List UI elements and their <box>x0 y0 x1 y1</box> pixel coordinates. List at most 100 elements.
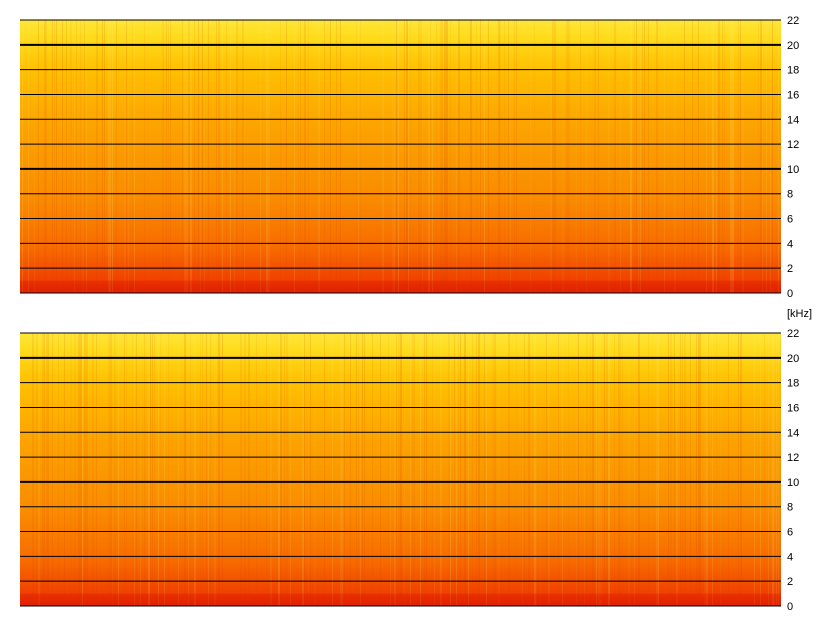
texture-stripe <box>604 333 605 606</box>
texture-stripe <box>528 333 530 606</box>
texture-stripe <box>722 20 723 293</box>
texture-stripe <box>428 20 430 293</box>
texture-stripe <box>476 20 477 293</box>
texture-stripe <box>190 20 192 293</box>
tick-label-20: 20 <box>787 353 799 365</box>
texture-stripe <box>360 333 361 606</box>
texture-stripe <box>74 20 75 293</box>
texture-stripe <box>404 20 405 293</box>
texture-stripe <box>704 333 706 606</box>
texture-stripe <box>222 333 223 606</box>
texture-stripe <box>126 20 127 293</box>
texture-stripe <box>154 333 155 606</box>
texture-stripe <box>102 20 103 293</box>
texture-stripe <box>34 20 35 293</box>
texture-stripe <box>118 333 119 606</box>
texture-stripe <box>356 20 357 293</box>
texture-stripe <box>240 333 242 606</box>
texture-stripe <box>516 20 517 293</box>
texture-stripe <box>70 20 72 293</box>
texture-stripe <box>330 20 331 293</box>
texture-stripe <box>732 20 734 293</box>
texture-stripe <box>152 333 153 606</box>
texture-stripe <box>684 20 685 293</box>
texture-stripe <box>484 20 485 293</box>
texture-stripe <box>166 20 167 293</box>
texture-stripe <box>412 333 414 606</box>
texture-stripe <box>168 20 169 293</box>
tick-label-6: 6 <box>787 214 793 226</box>
texture-stripe <box>186 20 188 293</box>
texture-stripe <box>336 20 337 293</box>
texture-stripe <box>772 20 773 293</box>
frequency-gridlines-bottom <box>20 332 781 607</box>
texture-stripe <box>80 20 81 293</box>
spectrogram-panel-top: 0 2 4 6 8 10 12 14 16 18 20 22 <box>20 15 799 300</box>
texture-stripe <box>562 333 563 606</box>
texture-stripe <box>164 333 165 606</box>
texture-stripe <box>382 20 384 293</box>
texture-stripe <box>298 20 299 293</box>
texture-stripe <box>226 20 227 293</box>
texture-stripe <box>260 20 261 293</box>
texture-stripe <box>670 333 672 606</box>
spectral-texture-top <box>20 20 781 293</box>
texture-stripe <box>440 20 442 293</box>
texture-stripe <box>644 20 645 293</box>
texture-stripe <box>52 20 53 293</box>
texture-stripe <box>160 333 161 606</box>
texture-stripe <box>194 333 196 606</box>
texture-stripe <box>394 20 395 293</box>
texture-stripe <box>362 333 363 606</box>
texture-stripe <box>314 333 316 606</box>
texture-stripe <box>236 20 238 293</box>
texture-stripe <box>444 20 446 293</box>
texture-stripe <box>404 333 405 606</box>
texture-stripe <box>200 333 201 606</box>
texture-stripe <box>162 20 164 293</box>
texture-stripe <box>680 333 681 606</box>
texture-stripe <box>620 20 621 293</box>
tick-label-18: 18 <box>787 378 799 390</box>
texture-stripe <box>598 20 599 293</box>
texture-stripe <box>194 20 195 293</box>
texture-stripe <box>112 20 113 293</box>
texture-stripe <box>576 333 577 606</box>
texture-stripe <box>150 333 151 606</box>
texture-stripe <box>310 333 311 606</box>
texture-stripe <box>534 333 536 606</box>
texture-stripe <box>216 20 217 293</box>
texture-stripe <box>280 333 282 606</box>
texture-stripe <box>508 20 509 293</box>
texture-stripe <box>590 333 591 606</box>
texture-stripe <box>74 333 76 606</box>
texture-stripe <box>778 20 779 293</box>
texture-stripe <box>132 333 133 606</box>
texture-stripe <box>394 333 396 606</box>
texture-stripe <box>658 333 659 606</box>
texture-stripe <box>182 20 183 293</box>
texture-stripe <box>608 20 610 293</box>
texture-stripe <box>108 20 110 293</box>
texture-stripe <box>398 20 399 293</box>
texture-stripe <box>760 333 761 606</box>
texture-stripe <box>596 333 597 606</box>
texture-stripe <box>620 333 621 606</box>
texture-stripe <box>432 20 433 293</box>
tick-label-0: 0 <box>787 288 793 300</box>
tick-label-2: 2 <box>787 263 793 275</box>
tick-label-8: 8 <box>787 502 793 514</box>
texture-stripe <box>664 20 665 293</box>
tick-label-8: 8 <box>787 189 793 201</box>
tick-label-10: 10 <box>787 477 799 489</box>
texture-stripe <box>514 20 515 293</box>
texture-stripe <box>770 20 771 293</box>
texture-stripe <box>546 333 547 606</box>
texture-stripe <box>456 333 457 606</box>
texture-stripe <box>492 333 494 606</box>
texture-stripe <box>92 333 94 606</box>
texture-stripe <box>80 333 82 606</box>
texture-stripe <box>408 20 409 293</box>
frequency-tick-labels-bottom: 0 2 4 6 8 10 12 14 16 18 20 22 <box>787 328 799 613</box>
texture-stripe <box>392 20 394 293</box>
